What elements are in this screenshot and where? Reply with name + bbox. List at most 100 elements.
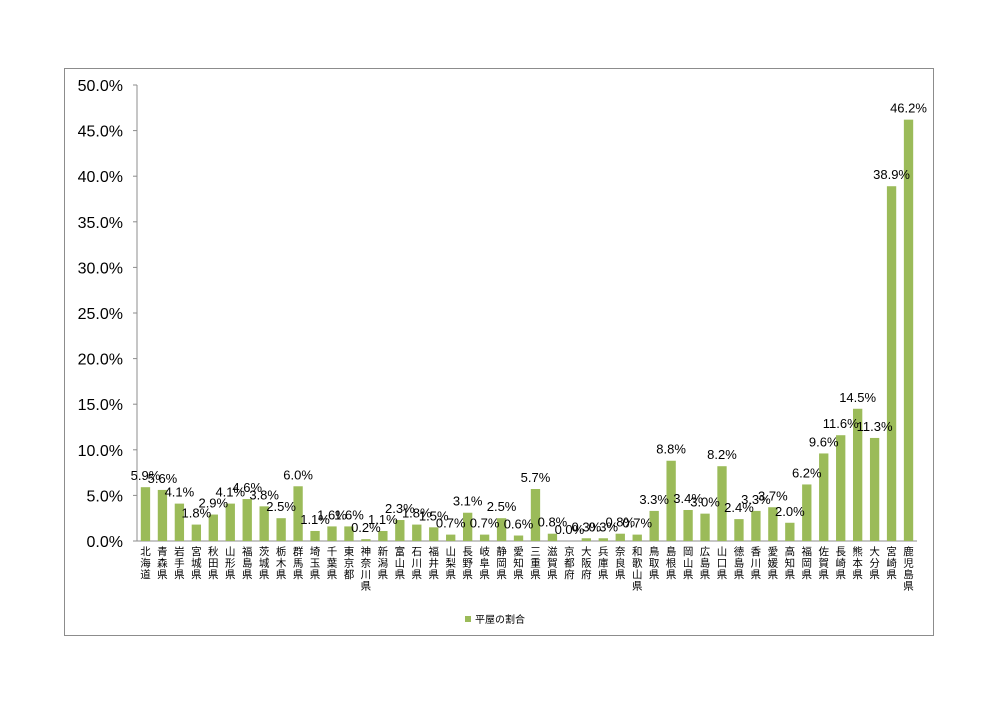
x-category-label: 神奈川県	[361, 545, 372, 593]
x-category-label: 大分県	[869, 545, 880, 581]
data-label: 1.8%	[182, 506, 212, 521]
x-category-label: 千葉県	[327, 546, 338, 581]
data-label: 5.6%	[148, 471, 178, 486]
data-label: 14.5%	[839, 390, 876, 405]
bar	[785, 522, 795, 541]
bar	[768, 507, 778, 541]
y-tick-label: 25.0%	[78, 306, 123, 323]
chart-legend: 平屋の割合	[465, 613, 525, 626]
data-label: 3.3%	[639, 492, 669, 507]
y-tick-label: 30.0%	[78, 260, 123, 277]
data-label: 2.9%	[198, 496, 228, 511]
data-label: 1.1%	[300, 512, 330, 527]
x-category-label: 埼玉県	[310, 545, 321, 581]
bar	[157, 489, 168, 541]
bar	[259, 506, 269, 541]
y-tick-label: 20.0%	[78, 352, 123, 369]
data-label: 0.3%	[572, 519, 602, 534]
bar	[513, 535, 524, 541]
x-category-label: 香川県	[751, 546, 762, 581]
y-tick-label: 15.0%	[78, 397, 123, 414]
data-label: 1.6%	[317, 507, 347, 522]
data-label: 0.7%	[622, 516, 652, 531]
bar	[327, 526, 337, 541]
bar	[174, 503, 185, 541]
bar	[717, 466, 727, 541]
bar	[496, 518, 507, 541]
data-label: 9.6%	[809, 434, 839, 449]
x-category-label: 大阪府	[581, 545, 592, 581]
legend-label: 平屋の割合	[475, 613, 525, 626]
data-label: 8.8%	[656, 442, 686, 457]
bar	[140, 487, 151, 541]
chart-area: 0.0% 5.0% 10.0% 15.0% 20.0% 25.0% 30.0% 35.0% 40…	[64, 68, 934, 636]
x-category-label: 新潟県	[378, 545, 389, 581]
bar	[666, 460, 676, 541]
bar	[412, 524, 422, 541]
x-category-label: 北海道	[140, 546, 151, 581]
bar	[361, 539, 371, 541]
x-category-label: 福岡県	[802, 545, 813, 581]
data-label: 8.2%	[707, 447, 737, 462]
bar	[429, 527, 439, 541]
x-category-label: 愛媛県	[768, 545, 779, 581]
bar	[395, 520, 405, 541]
bar	[530, 489, 541, 541]
x-category-label: 鳥取県	[649, 545, 660, 581]
bar	[446, 534, 456, 541]
bar	[293, 486, 303, 541]
data-label: 38.9%	[873, 167, 910, 182]
x-category-label: 山梨県	[445, 546, 456, 581]
bar	[819, 453, 829, 541]
y-tick-label: 50.0%	[78, 78, 123, 95]
x-category-label: 奈良県	[615, 545, 626, 581]
bar	[869, 437, 880, 541]
x-category-label: 三重県	[530, 546, 541, 581]
y-tick-label: 45.0%	[78, 124, 123, 141]
x-category-label: 徳島県	[734, 545, 745, 581]
x-category-label: 島根県	[666, 545, 677, 581]
data-label: 4.1%	[215, 485, 245, 500]
data-label: 1.8%	[402, 506, 432, 521]
bar	[751, 510, 761, 541]
x-category-label: 高知県	[785, 545, 796, 581]
data-label: 4.1%	[165, 485, 195, 500]
x-category-label: 兵庫県	[598, 545, 609, 581]
bar	[208, 514, 218, 541]
bar	[462, 512, 473, 541]
bar	[225, 503, 235, 541]
x-category-label: 青森県	[157, 545, 168, 581]
data-label: 1.1%	[368, 512, 398, 527]
data-label: 2.5%	[487, 499, 517, 514]
x-category-label: 石川県	[412, 546, 423, 581]
x-category-label: 東京都	[344, 545, 355, 581]
x-category-label: 滋賀県	[547, 545, 558, 581]
x-category-label: 長野県	[462, 546, 473, 581]
bar	[683, 509, 693, 541]
data-label: 3.3%	[741, 492, 771, 507]
x-category-label: 長崎県	[835, 546, 846, 581]
x-category-label: 熊本県	[852, 545, 863, 581]
bar	[547, 533, 558, 541]
bar	[191, 524, 202, 541]
data-label: 1.5%	[419, 508, 449, 523]
x-category-label: 和歌山県	[632, 546, 643, 593]
bar	[903, 119, 914, 541]
data-label: 46.2%	[890, 101, 927, 116]
data-label: 3.4%	[673, 491, 703, 506]
bar	[852, 408, 863, 541]
bar	[581, 538, 592, 541]
bar	[802, 484, 812, 541]
x-category-label: 茨城県	[259, 545, 270, 581]
bar-chart: 0.0% 5.0% 10.0% 15.0% 20.0% 25.0% 30.0% 35.0% 40…	[78, 78, 928, 626]
bar	[598, 538, 608, 541]
data-label: 0.7%	[436, 516, 466, 531]
data-labels: 5.9%5.6%4.1%1.8%2.9%4.1%4.6%3.8%2.5%6.0%…	[131, 101, 928, 537]
x-category-label: 愛知県	[513, 545, 524, 581]
x-category-label: 岐阜県	[479, 545, 490, 581]
x-category-label: 栃木県	[276, 545, 287, 581]
x-category-label: 山形県	[225, 546, 236, 581]
x-category-label: 山口県	[717, 546, 728, 581]
y-tick-label: 5.0%	[87, 488, 123, 505]
x-category-label: 岡山県	[683, 546, 694, 581]
